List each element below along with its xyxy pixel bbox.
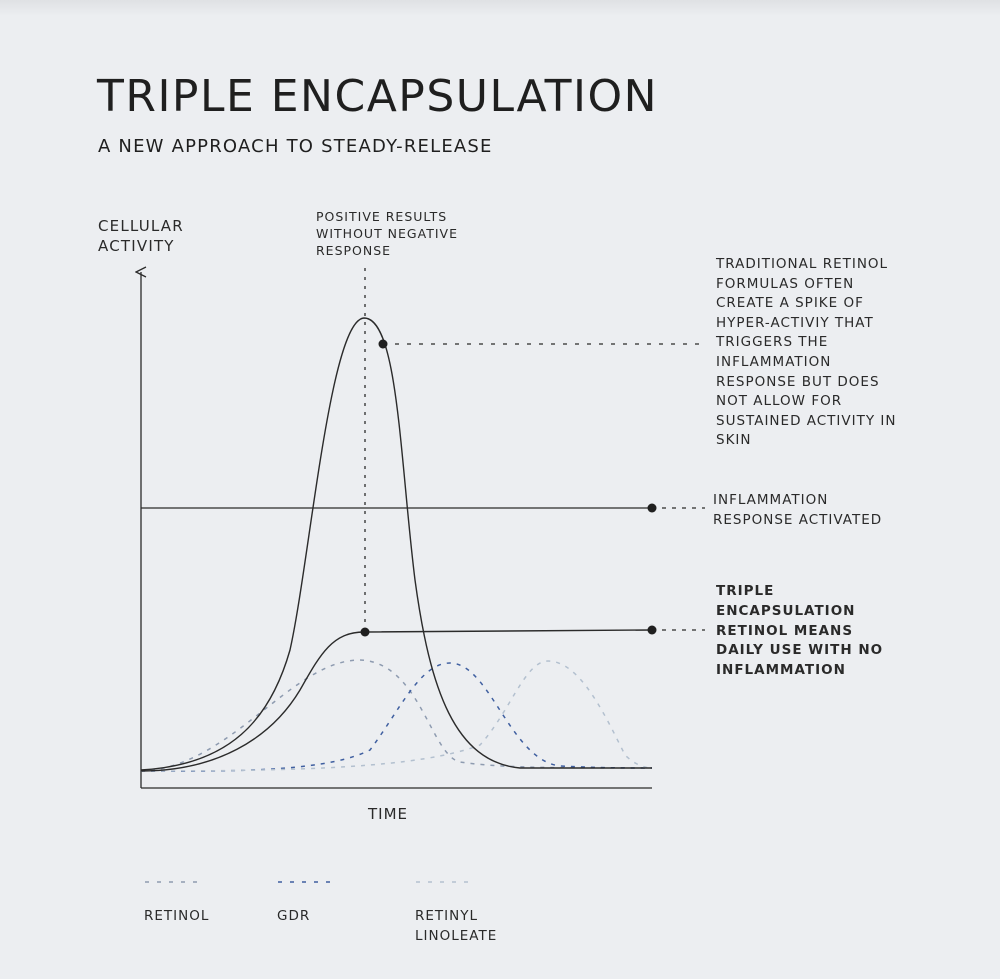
triple-annotation-line: DAILY USE WITH NO (716, 642, 883, 658)
legend-label-line: LINOLEATE (415, 928, 497, 944)
page-title: TRIPLE ENCAPSULATION (97, 71, 659, 122)
traditional-annotation-line: HYPER-ACTIVIY THAT (716, 315, 874, 331)
peak-annotation-line: RESPONSE (316, 243, 391, 258)
triple-annotation: TRIPLE ENCAPSULATION RETINOL MEANS DAILY… (716, 583, 889, 678)
retinol-curve (140, 659, 653, 772)
triple-annotation-line: ENCAPSULATION (716, 603, 855, 619)
spike-marker-dot (378, 339, 388, 349)
traditional-annotation-line: FORMULAS OFTEN (716, 276, 854, 292)
top-shadow (0, 0, 1000, 16)
retinyl-linoleate-curve (140, 660, 653, 772)
traditional-annotation: TRADITIONAL RETINOL FORMULAS OFTEN CREAT… (715, 256, 902, 448)
traditional-annotation-line: INFLAMMATION (716, 354, 831, 370)
traditional-annotation-line: SUSTAINED ACTIVITY IN (716, 413, 896, 429)
page-subtitle: A NEW APPROACH TO STEADY-RELEASE (98, 136, 493, 157)
legend-gdr-label: GDR (277, 908, 310, 924)
inflammation-annotation-line: RESPONSE ACTIVATED (713, 512, 882, 528)
traditional-annotation-line: TRIGGERS THE (715, 334, 828, 350)
triple-encapsulation-curve (140, 629, 653, 772)
inflammation-marker-dot (647, 503, 657, 513)
inflammation-annotation: INFLAMMATION RESPONSE ACTIVATED (713, 492, 882, 528)
legend-label-line: GDR (277, 908, 310, 924)
legend-label-line: RETINOL (144, 908, 209, 924)
traditional-annotation-line: RESPONSE BUT DOES (716, 374, 880, 390)
triple-marker-dot (647, 625, 657, 635)
traditional-annotation-line: TRADITIONAL RETINOL (715, 256, 888, 272)
x-axis-label: TIME (367, 805, 408, 823)
legend-retinol-label: RETINOL (144, 908, 209, 924)
legend-label-line: RETINYL (415, 908, 478, 924)
y-axis-label-line: CELLULAR (98, 217, 184, 235)
y-axis-label-line: ACTIVITY (98, 237, 175, 255)
gdr-curve (140, 662, 653, 772)
traditional-annotation-line: NOT ALLOW FOR (716, 393, 842, 409)
peak-annotation: POSITIVE RESULTS WITHOUT NEGATIVE RESPON… (316, 209, 463, 258)
traditional-annotation-line: CREATE A SPIKE OF (716, 295, 864, 311)
triple-annotation-line: TRIPLE (716, 583, 774, 599)
peak-annotation-line: WITHOUT NEGATIVE (316, 226, 458, 241)
steady-peak-marker-dot (360, 627, 370, 637)
y-axis-label: CELLULAR ACTIVITY (98, 217, 190, 255)
legend-retinyl-linoleate-label: RETINYL LINOLEATE (415, 908, 497, 944)
traditional-annotation-line: SKIN (716, 432, 752, 448)
traditional-retinol-curve (140, 317, 652, 771)
triple-annotation-line: INFLAMMATION (716, 662, 846, 678)
legend: RETINOL GDR RETINYL LINOLEATE (144, 881, 497, 944)
triple-annotation-line: RETINOL MEANS (716, 623, 853, 639)
peak-annotation-line: POSITIVE RESULTS (316, 209, 447, 224)
inflammation-annotation-line: INFLAMMATION (713, 492, 828, 508)
